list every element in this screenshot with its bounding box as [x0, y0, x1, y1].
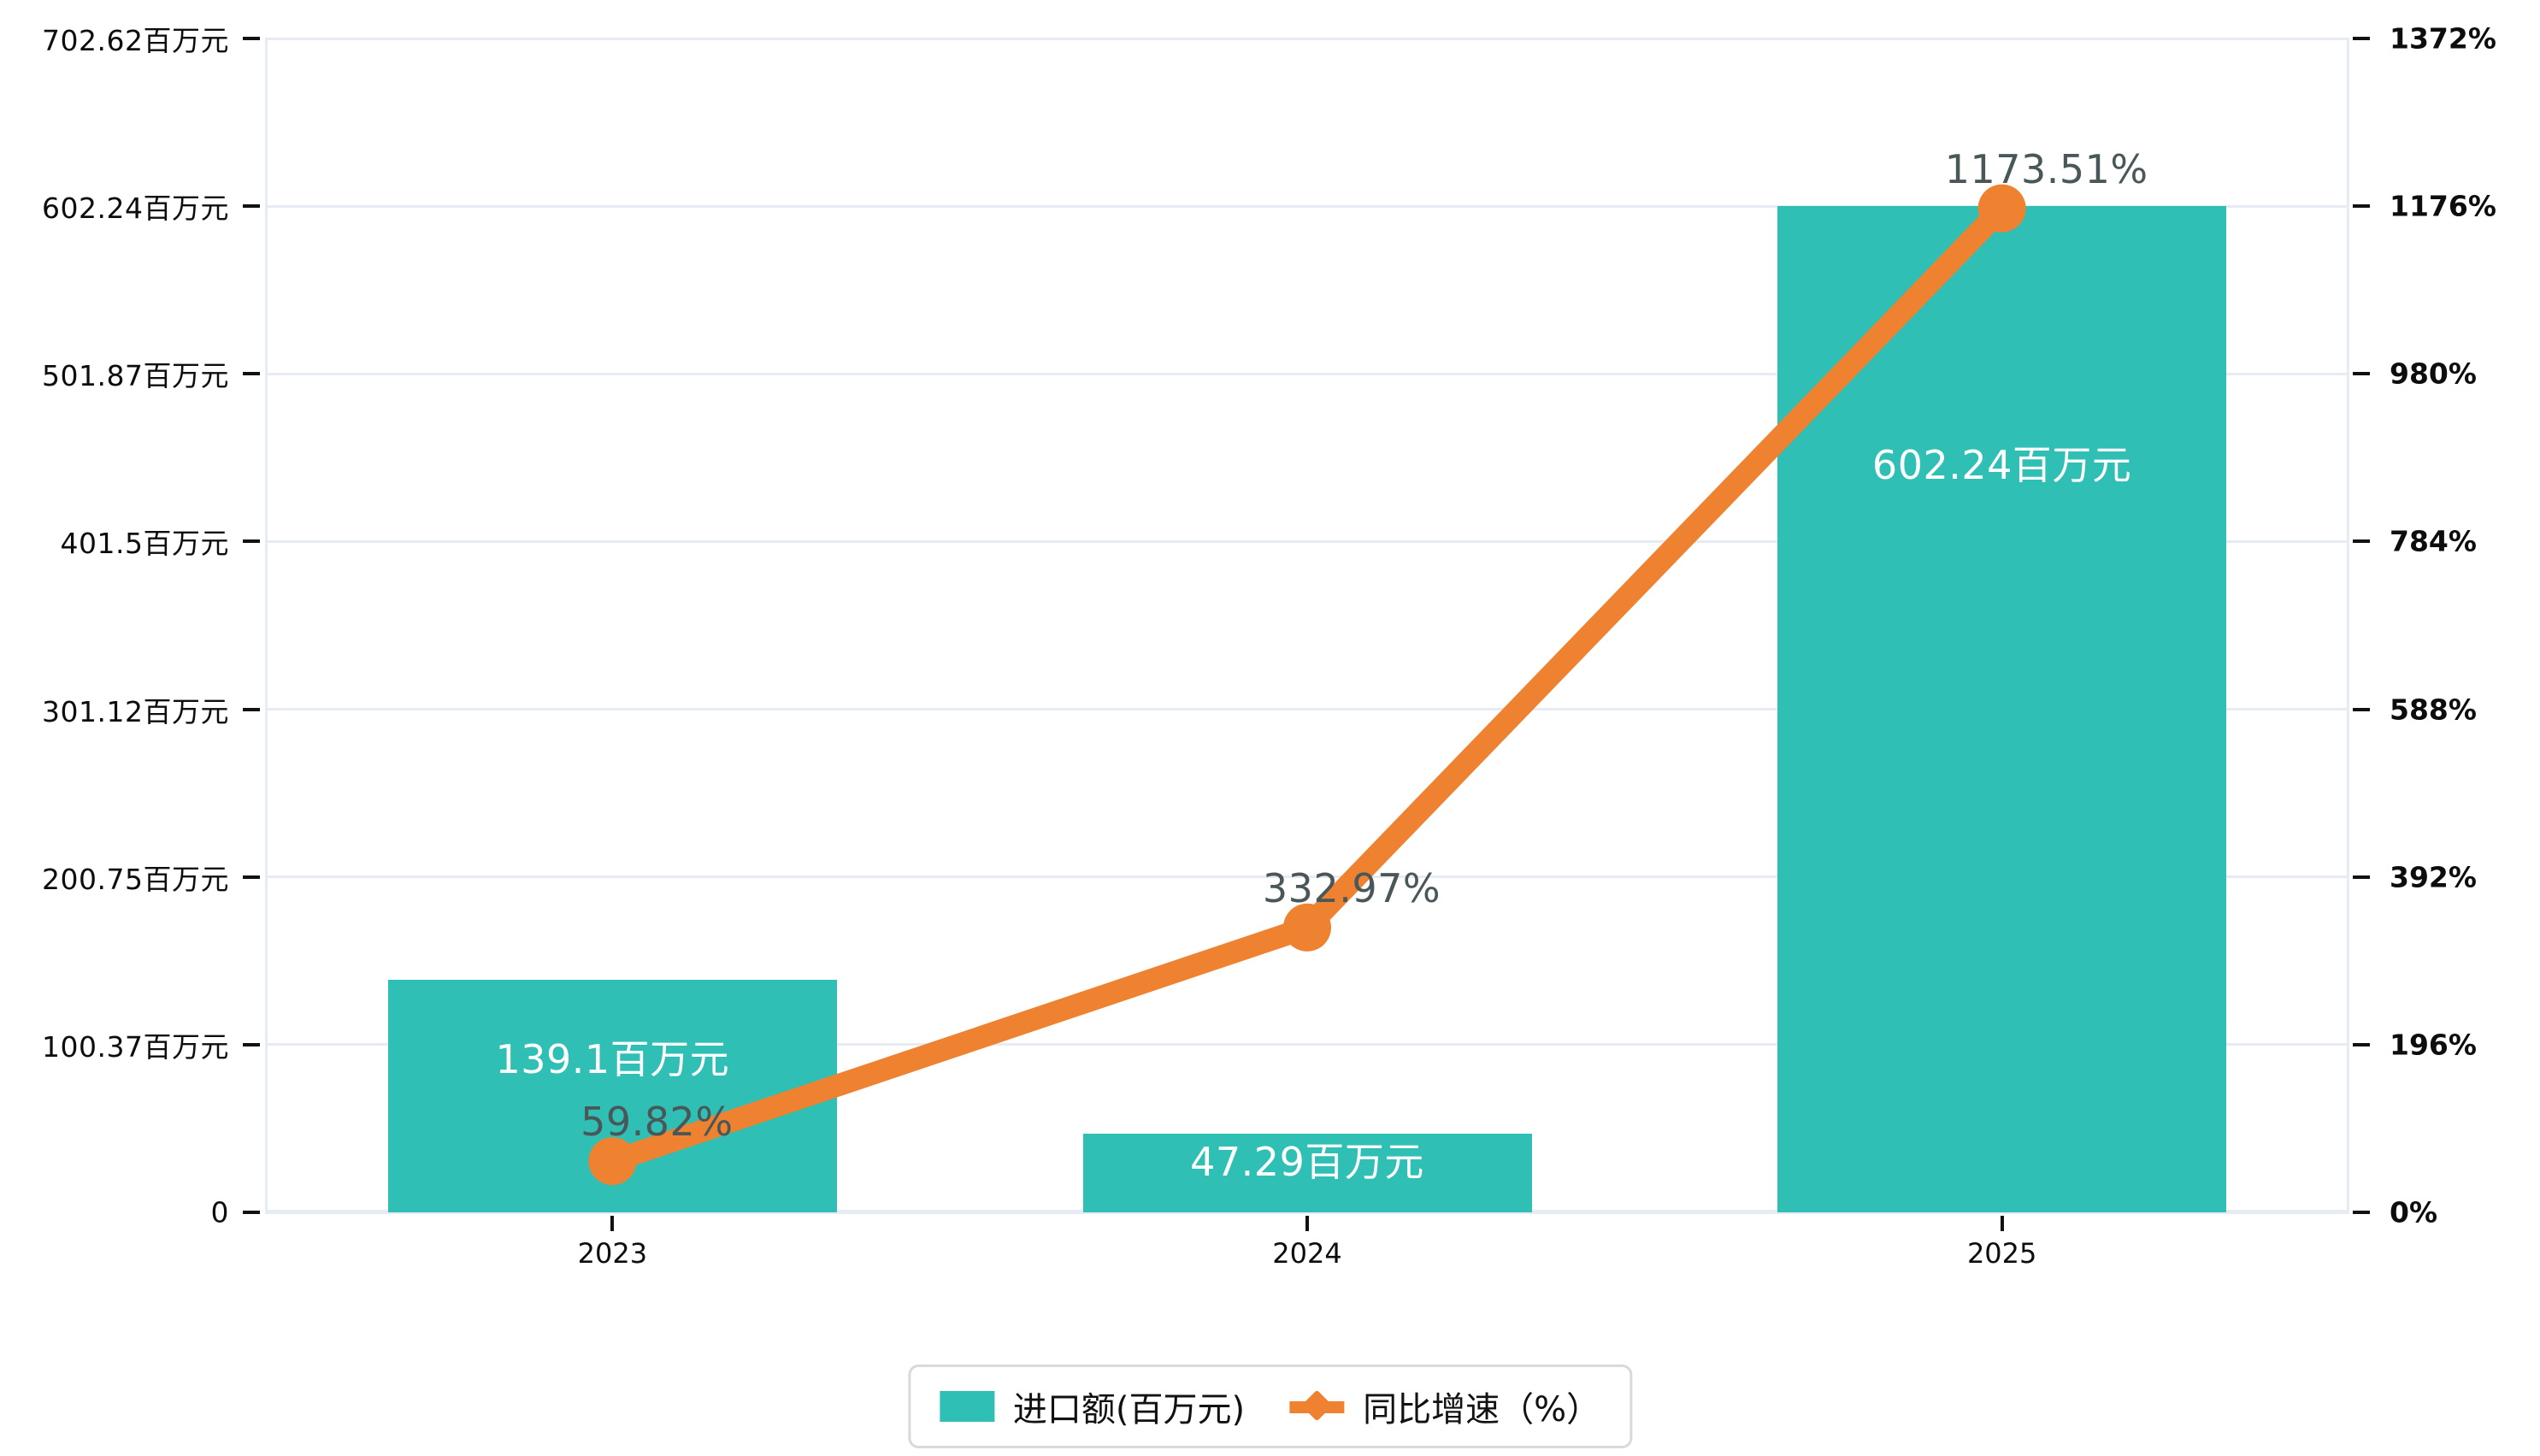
gridline — [265, 37, 2349, 40]
line-value-label: 332.97% — [1262, 864, 1441, 911]
left-axis-tick — [243, 37, 260, 40]
right-axis-tick — [2353, 37, 2370, 40]
bar[interactable] — [387, 980, 837, 1212]
right-axis-tick-label: 392% — [2390, 860, 2477, 894]
right-axis-tick-label: 588% — [2390, 693, 2477, 727]
chart-legend[interactable]: 进口额(百万元) 同比增速（%） — [907, 1365, 1633, 1448]
left-axis-tick-label: 401.5百万元 — [60, 527, 229, 561]
right-axis-tick-label: 1176% — [2390, 189, 2496, 223]
legend-item[interactable]: 同比增速（%） — [1289, 1382, 1600, 1431]
right-axis-tick — [2353, 204, 2370, 209]
bar-value-label: 602.24百万元 — [1871, 442, 2132, 489]
category-axis-label: 2025 — [1966, 1237, 2037, 1270]
right-axis-tick-label: 980% — [2390, 357, 2477, 391]
legend-bar-swatch-icon — [939, 1391, 994, 1422]
left-axis-tick — [243, 539, 260, 544]
left-axis-tick — [243, 204, 260, 209]
left-axis-tick-label: 602.24百万元 — [42, 192, 229, 226]
right-axis-tick-label: 196% — [2390, 1028, 2477, 1062]
left-axis-tick-label: 501.87百万元 — [42, 359, 229, 393]
right-axis-tick-label: 0% — [2390, 1195, 2438, 1229]
category-axis-label: 2024 — [1272, 1237, 1342, 1270]
right-axis-tick — [2353, 1211, 2370, 1214]
category-axis-tick — [2000, 1216, 2004, 1231]
left-axis-tick — [243, 875, 260, 879]
line-value-label: 59.82% — [580, 1099, 734, 1146]
legend-line-diamond-icon — [1289, 1389, 1345, 1422]
left-axis-tick — [243, 1211, 260, 1214]
left-axis-tick-label: 301.12百万元 — [42, 694, 229, 728]
legend-item[interactable]: 进口额(百万元) — [939, 1382, 1246, 1431]
line-value-label: 1173.51% — [1944, 145, 2148, 192]
right-axis-tick-label: 784% — [2390, 524, 2477, 558]
legend-item-label: 同比增速（%） — [1363, 1390, 1601, 1429]
right-axis-tick — [2353, 875, 2370, 879]
left-axis-tick-label: 0 — [210, 1195, 229, 1229]
bar-value-label: 139.1百万元 — [495, 1035, 730, 1082]
left-axis-tick — [243, 1042, 260, 1046]
axis-line-right — [2347, 38, 2349, 1212]
right-axis-tick — [2353, 372, 2370, 376]
left-axis-tick-label: 702.62百万元 — [42, 24, 229, 57]
right-axis-tick — [2353, 1042, 2370, 1046]
axis-line-left — [265, 38, 268, 1212]
right-axis-tick — [2353, 707, 2370, 711]
left-axis-tick — [243, 372, 260, 376]
plot-area: 139.1百万元 47.29百万元 602.24百万元 59.82% 332.97% 1… — [265, 37, 2349, 1214]
legend-item-label: 进口额(百万元) — [1012, 1390, 1246, 1429]
category-axis-tick — [610, 1216, 615, 1231]
left-axis-tick-label: 100.37百万元 — [42, 1029, 229, 1064]
bar[interactable] — [1777, 206, 2227, 1212]
right-axis-tick — [2353, 539, 2370, 544]
bar-value-label: 47.29百万元 — [1190, 1139, 1424, 1186]
left-axis-tick-label: 200.75百万元 — [42, 862, 229, 896]
category-axis-label: 2023 — [577, 1237, 648, 1270]
category-axis-tick — [1305, 1216, 1309, 1231]
left-axis-tick — [243, 707, 260, 711]
right-axis-tick-label: 1372% — [2390, 21, 2496, 56]
